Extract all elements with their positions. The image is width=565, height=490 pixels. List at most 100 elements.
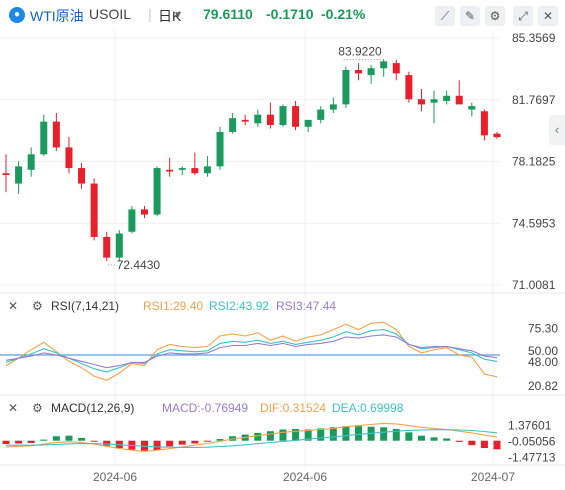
candle-body <box>128 209 136 232</box>
macd-bar <box>254 432 262 441</box>
macd-bar <box>27 440 35 443</box>
candle-body <box>468 106 476 110</box>
rsi-axis-label: 20.82 <box>528 379 558 393</box>
macd-bar <box>78 437 86 441</box>
close-icon[interactable]: ✕ <box>538 6 558 26</box>
macd-bar <box>153 440 161 451</box>
grid-lines <box>0 30 565 468</box>
macd-bar <box>65 435 73 441</box>
candle-body <box>216 131 224 167</box>
candle-body <box>266 114 274 126</box>
candle-body <box>342 69 350 105</box>
instrument-symbol: USOIL <box>89 6 132 22</box>
date-axis-label: 2024-07 <box>471 470 515 484</box>
macd-bar <box>455 440 463 442</box>
macd-bar <box>203 440 211 442</box>
dea-value: DEA:0.69998 <box>332 401 404 415</box>
last-price: 79.6110 <box>203 6 253 22</box>
macd-bar <box>90 440 98 442</box>
settings-icon[interactable]: ⚙ <box>485 6 505 26</box>
candle-body <box>355 69 363 74</box>
candle-body <box>480 111 488 136</box>
rsi-axis-label: 50.00 <box>528 344 558 358</box>
rsi2-value: RSI2:43.92 <box>209 299 270 313</box>
candle-body <box>304 119 312 127</box>
chart-header: ● WTI原油 USOIL | 日K ▼ 79.6110 -0.1710 -0.… <box>0 0 565 30</box>
candle-body <box>2 173 10 175</box>
candle-body <box>203 166 211 174</box>
draw-line-icon[interactable]: ⟋ <box>435 6 455 26</box>
period-selector[interactable]: 日K <box>158 8 182 24</box>
macd-bar <box>430 437 438 441</box>
hide-icon[interactable]: ✕ <box>8 401 19 415</box>
candle-body <box>229 118 237 132</box>
candle-body <box>292 106 300 127</box>
candle-body <box>254 114 262 124</box>
candle-body <box>443 95 451 101</box>
macd-bar <box>355 426 363 441</box>
macd-bar <box>380 427 388 441</box>
pen-icon[interactable]: ✎ <box>460 6 480 26</box>
dea-line <box>6 429 498 448</box>
macd-bar <box>166 440 174 447</box>
macd-bar <box>216 439 224 441</box>
macd-bar <box>317 428 325 441</box>
high-annotation: 83.9220 <box>338 45 382 59</box>
macd-bar <box>279 429 287 441</box>
candle-body <box>367 68 375 76</box>
macd-bar <box>304 429 312 441</box>
candle-body <box>329 104 337 110</box>
candle-body <box>15 166 23 184</box>
candle-body <box>279 106 287 126</box>
dif-value: DIF:0.31524 <box>260 401 327 415</box>
date-axis-label: 2024-06 <box>93 470 137 484</box>
candlestick-chart: 85.3569 81.7697 78.1825 74.5953 71.0081 83.92… <box>0 31 556 292</box>
expand-icon[interactable]: ⤢ <box>513 6 533 26</box>
macd-chart: 1.37601 -0.05056 -1.47713 <box>2 418 556 464</box>
x-axis: 2024-06 2024-06 2024-07 <box>93 470 515 484</box>
macd-bar <box>178 440 186 445</box>
macd-bar <box>52 436 60 441</box>
candle-body <box>178 168 186 170</box>
instrument-title[interactable]: WTI原油 <box>30 8 84 24</box>
candle-body <box>493 133 501 138</box>
macd-label: MACD(12,26,9) <box>51 401 135 415</box>
rsi1-value: RSI1:29.40 <box>143 299 204 313</box>
macd-bar <box>292 428 300 441</box>
wti-logo-icon: ● <box>9 7 25 23</box>
candle-body <box>191 168 199 174</box>
price-axis-label: 81.7697 <box>512 93 556 107</box>
rsi-series-line-1 <box>5 321 498 382</box>
rsi-axis-label: 48.00 <box>528 355 558 369</box>
macd-axis-label: -1.47713 <box>508 450 556 464</box>
settings-small-icon[interactable]: ⚙ <box>32 401 43 415</box>
macd-bar <box>40 439 48 441</box>
settings-small-icon[interactable]: ⚙ <box>32 299 43 313</box>
macd-bar <box>191 440 199 444</box>
price-change: -0.1710 <box>266 6 314 22</box>
rsi-series-line-3 <box>5 334 498 369</box>
candle-body <box>78 168 86 184</box>
hide-icon[interactable]: ✕ <box>8 299 19 313</box>
rsi-label: RSI(7,14,21) <box>51 299 120 313</box>
candle-body <box>166 169 174 172</box>
macd-axis-label: -0.05056 <box>508 434 556 448</box>
macd-bar <box>443 438 451 441</box>
low-annotation: 72.4430 <box>117 258 161 272</box>
price-axis-label: 85.3569 <box>512 31 556 45</box>
collapse-panel-icon[interactable]: ‹ <box>549 115 565 145</box>
rsi-series-line-2 <box>5 329 498 373</box>
candle-body <box>380 61 388 69</box>
candle-body <box>392 63 400 74</box>
macd-value: MACD:-0.76949 <box>162 401 249 415</box>
period-caret-icon[interactable]: ▼ <box>173 10 183 21</box>
macd-bar <box>103 440 111 446</box>
header-divider: | <box>148 6 152 22</box>
candle-body <box>430 99 438 103</box>
candle-body <box>40 121 48 155</box>
candle-body <box>65 147 73 169</box>
candle-body <box>317 109 325 120</box>
macd-bar <box>493 440 501 450</box>
